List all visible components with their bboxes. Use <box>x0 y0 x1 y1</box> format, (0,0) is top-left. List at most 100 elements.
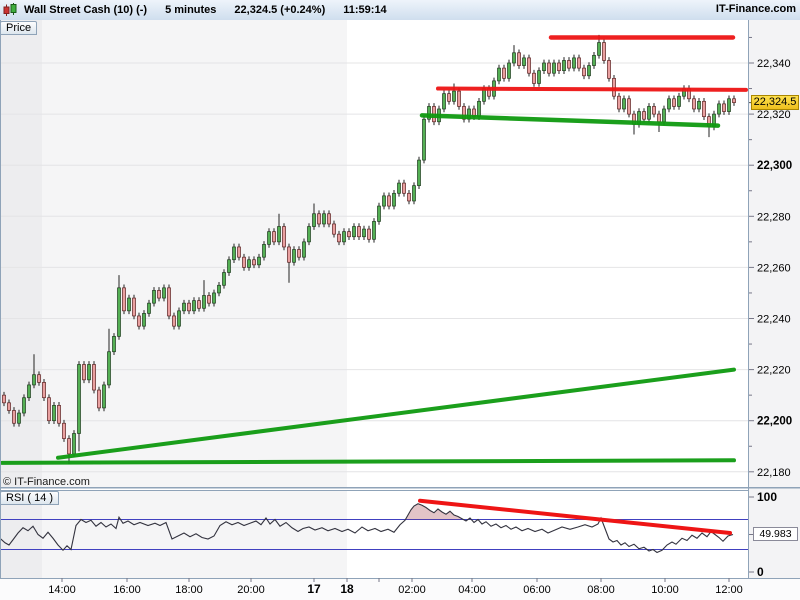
candle-body <box>617 95 621 110</box>
candle-body <box>337 233 341 243</box>
candle-body <box>67 438 71 455</box>
candle-body <box>52 405 56 422</box>
x-tick-label: 16:00 <box>113 584 141 596</box>
candle-body <box>37 374 41 383</box>
candle-body <box>657 113 661 123</box>
candle-body <box>62 422 66 439</box>
brand-label: IT-Finance.com <box>715 3 796 15</box>
candle-body <box>12 410 16 424</box>
clock-label: 11:59:14 <box>343 4 387 16</box>
candle-body <box>537 70 541 84</box>
x-tick-label: 02:00 <box>398 584 426 596</box>
rsi-axis-label: 100 <box>757 490 777 504</box>
candle-body <box>217 284 221 294</box>
candle-body <box>137 315 141 327</box>
tab-rsi[interactable]: RSI ( 14 ) <box>0 491 60 505</box>
candle-body <box>552 62 556 74</box>
candle-body <box>527 57 531 74</box>
rsi-value-badge: 49.983 <box>753 527 798 541</box>
rsi-line <box>0 503 734 554</box>
candle-body <box>142 313 146 327</box>
tab-price[interactable]: Price <box>0 21 38 35</box>
candle-body <box>722 103 726 112</box>
candle-body <box>462 106 466 120</box>
candle-body <box>292 249 296 263</box>
candle-body <box>22 397 26 414</box>
candle-body <box>602 42 606 61</box>
candle-body <box>197 300 201 309</box>
rsi-overbought-fill <box>405 503 464 520</box>
x-tick-label: 18:00 <box>175 584 203 596</box>
session-band <box>42 20 347 487</box>
timeframe-label: 5 minutes <box>165 4 217 16</box>
candle-body <box>497 67 501 82</box>
y-tick-label: 22,260 <box>757 262 791 274</box>
session-band <box>0 20 42 487</box>
candle-body <box>502 67 506 79</box>
candle-body <box>382 195 386 207</box>
candle-body <box>237 246 241 258</box>
candle-body <box>2 394 6 404</box>
candle-body <box>282 226 286 248</box>
candle-body <box>662 108 666 123</box>
candle-body <box>577 57 581 69</box>
candle-body <box>427 106 431 120</box>
candle-body <box>257 256 261 266</box>
candle-body <box>512 52 516 64</box>
candle-body <box>102 384 106 409</box>
candle-body <box>612 77 616 97</box>
candle-body <box>77 364 81 434</box>
candle-body <box>222 272 226 286</box>
candle-body <box>312 213 316 227</box>
candle-body <box>127 297 131 312</box>
x-tick-label: 14:00 <box>48 584 76 596</box>
candle-body <box>542 62 546 72</box>
candle-body <box>562 60 566 72</box>
y-tick-label: 22,240 <box>757 314 791 326</box>
candle-body <box>17 412 21 424</box>
candle-body <box>357 226 361 238</box>
candle-body <box>177 310 181 327</box>
candle-body <box>377 205 381 222</box>
candle-body <box>457 90 461 107</box>
candle-body <box>252 259 256 266</box>
candle-body <box>407 192 411 202</box>
x-tick-label: 10:00 <box>651 584 679 596</box>
x-tick-label: 04:00 <box>458 584 486 596</box>
candle-body <box>717 103 721 115</box>
candle-body <box>92 364 96 391</box>
candle-body <box>702 100 706 118</box>
candle-body <box>27 384 31 399</box>
candle-body <box>677 95 681 107</box>
candle-body <box>372 221 376 240</box>
x-axis-strip <box>0 578 800 600</box>
trendline-support-short <box>419 113 721 128</box>
candle-body <box>592 54 596 66</box>
candle-body <box>727 98 731 112</box>
candle-body <box>132 297 136 317</box>
watermark: © IT-Finance.com <box>3 476 90 488</box>
candle-body <box>622 98 626 110</box>
candle-body <box>587 65 591 77</box>
y-tick-label: 22,180 <box>757 467 791 479</box>
candle-body <box>72 433 76 455</box>
pane-separator <box>0 487 800 489</box>
candle-body <box>157 290 161 299</box>
candle-body <box>412 185 416 202</box>
y-tick-label: 22,200 <box>757 416 792 428</box>
candle-body <box>522 57 526 66</box>
candle-body <box>202 295 206 309</box>
candle-body <box>642 111 646 120</box>
trendline-rsi-downtrend <box>418 498 732 535</box>
candle-body <box>567 60 571 69</box>
candle-body <box>152 290 156 304</box>
candle-body <box>32 374 36 386</box>
candle-body <box>627 98 631 115</box>
candle-body <box>97 389 101 409</box>
y-tick-label: 22,340 <box>757 58 791 70</box>
candle-body <box>402 182 406 194</box>
candle-body <box>297 249 301 258</box>
x-tick-label: 20:00 <box>237 584 265 596</box>
candle-body <box>182 302 186 312</box>
